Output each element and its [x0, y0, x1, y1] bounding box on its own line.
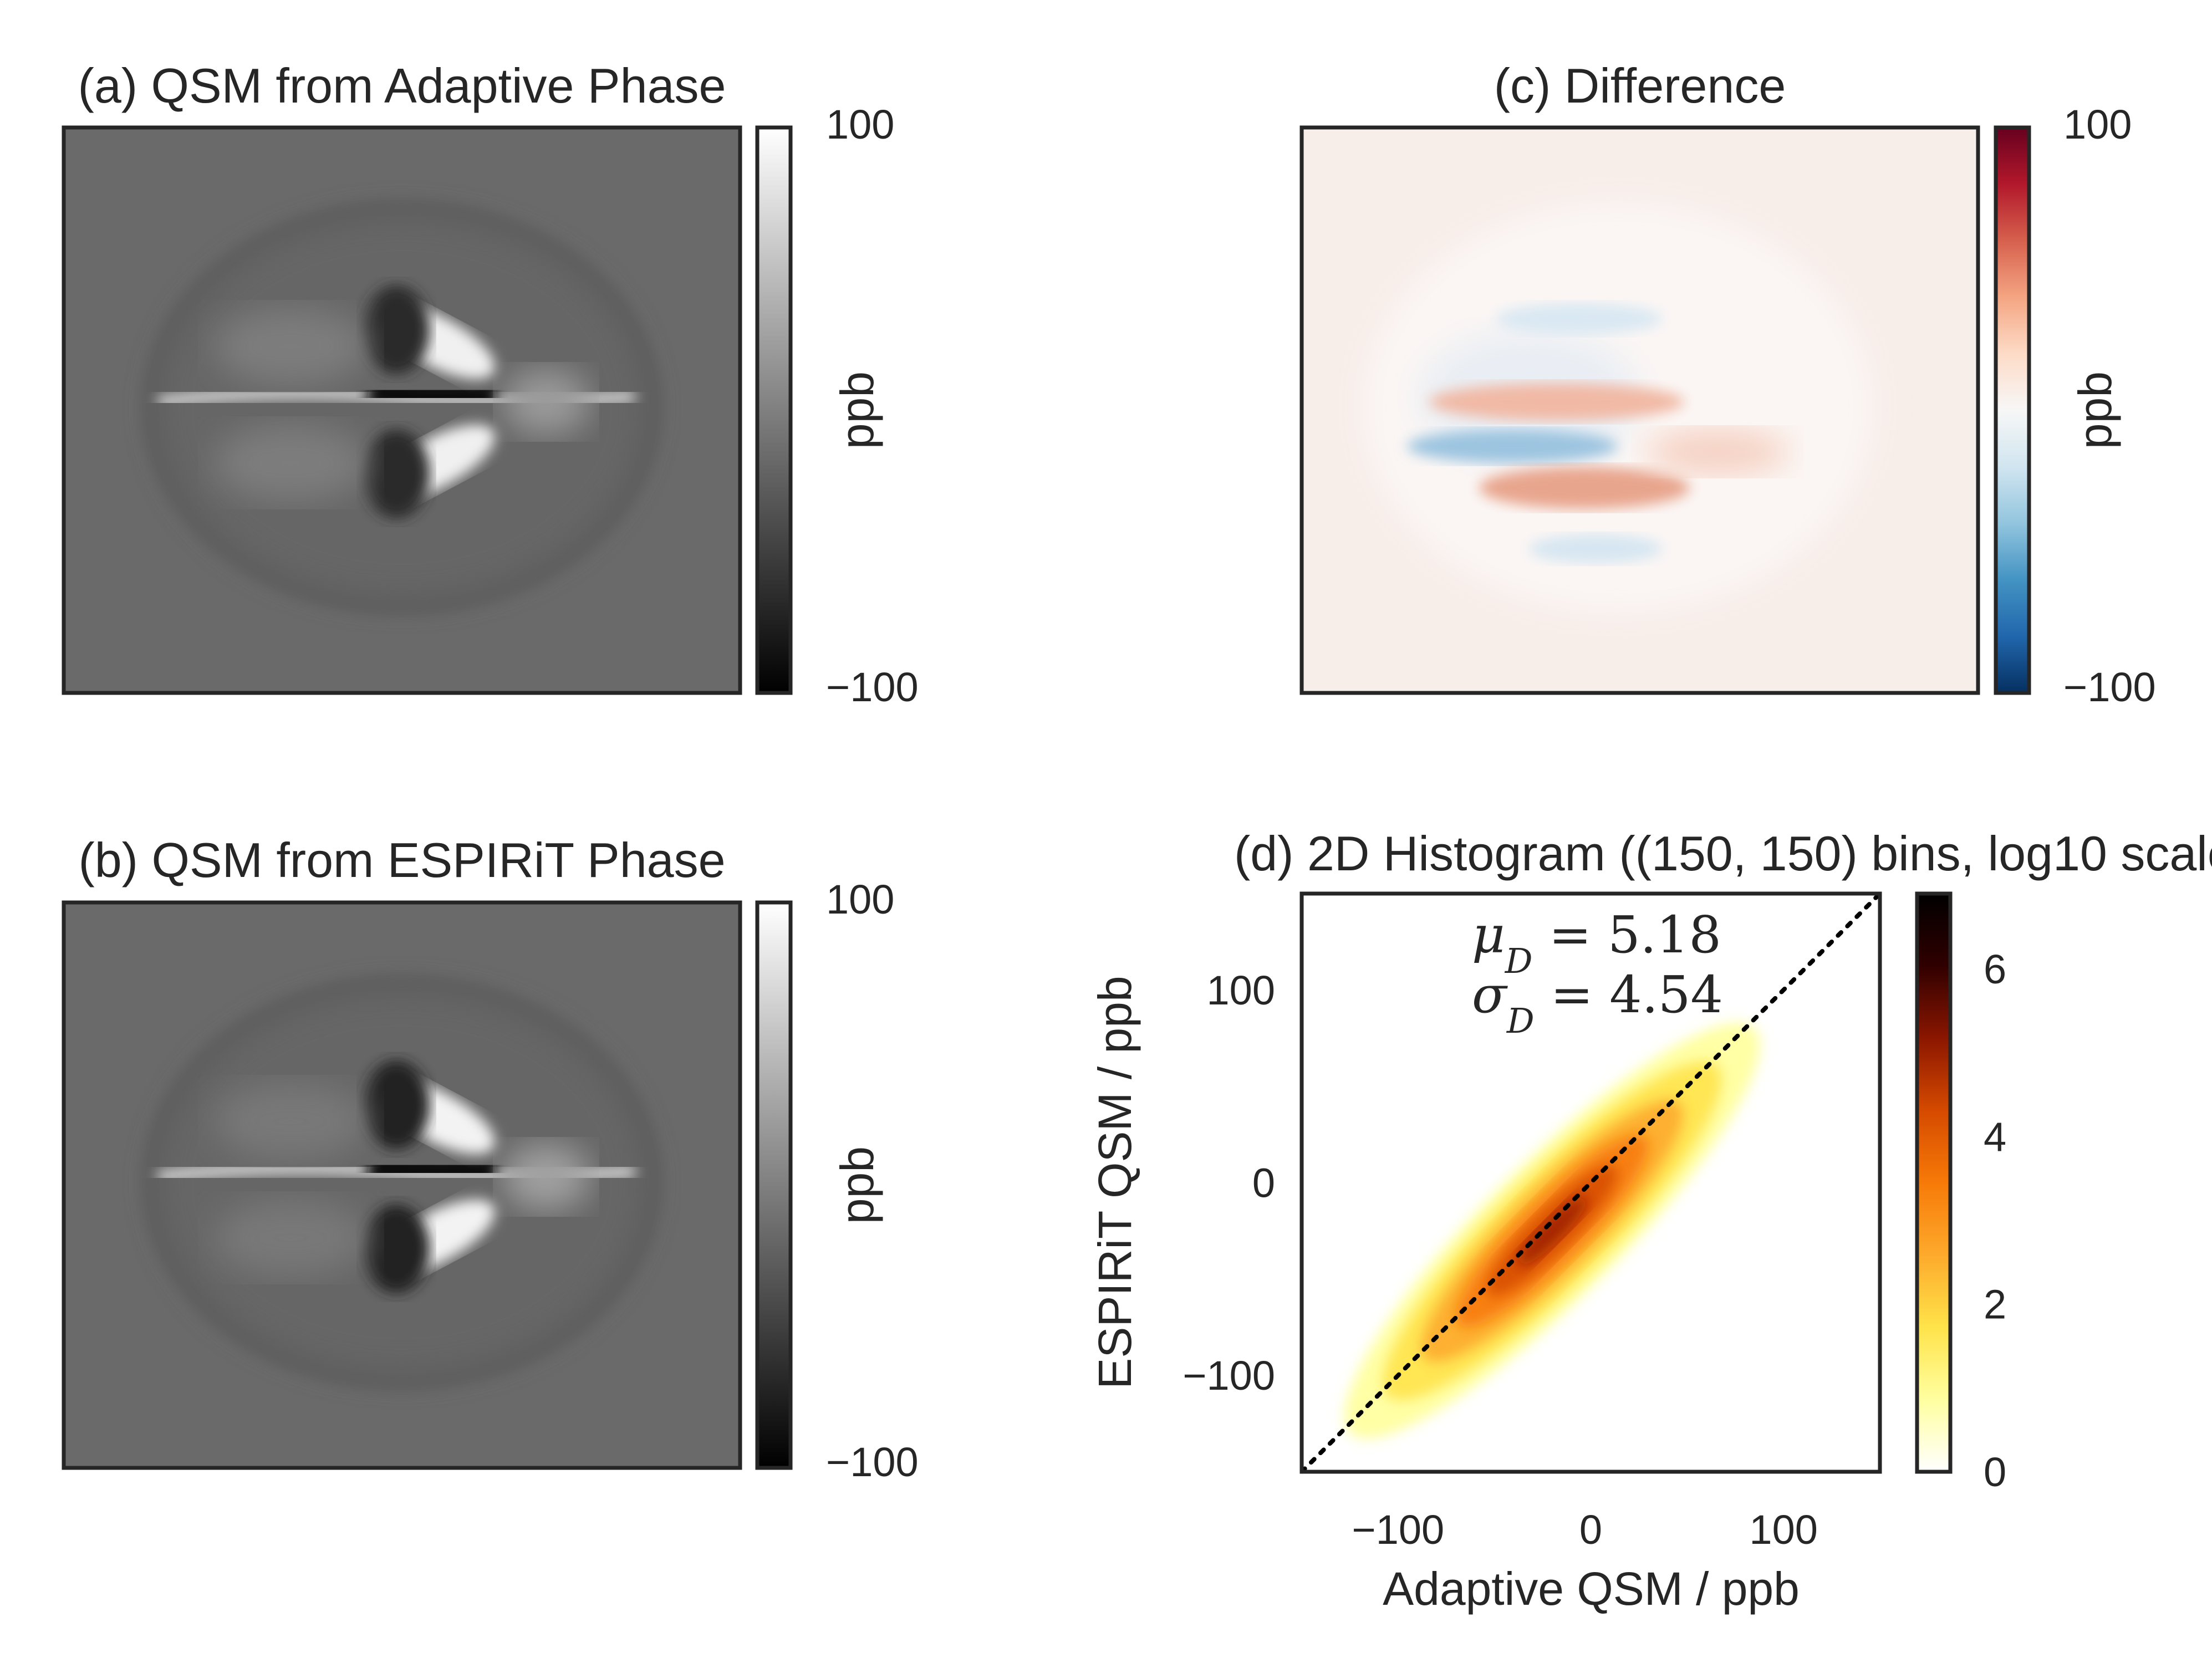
panel-b-cbar-tick-max: 100 [826, 876, 894, 922]
panel-a-frame [62, 125, 742, 695]
diff-red-band-upper [1429, 383, 1684, 421]
y-tick-label: 100 [1207, 967, 1275, 1013]
x-tick-labels: −100 0 100 [1352, 1507, 1817, 1553]
annotation-std-value: = 4.54 [1535, 965, 1723, 1024]
annotation-mean-symbol: μ [1472, 905, 1505, 965]
panel-d-colorbar-frame [1915, 891, 1953, 1474]
panel-b-cbar-label: ppb [831, 1146, 883, 1224]
annotation-std: σD = 4.54 [1472, 965, 1723, 1041]
panel-c-colorbar [1996, 127, 2029, 693]
panel-a-title: (a) QSM from Adaptive Phase [78, 58, 726, 113]
dark-structure-lower [363, 1205, 430, 1293]
panel-b-image [64, 902, 740, 1468]
diff-red-posterior [1645, 430, 1790, 474]
y-tick-labels: −100 0 100 [1183, 967, 1275, 1399]
panel-c-title: (c) Difference [1494, 58, 1786, 113]
x-tick-label: −100 [1352, 1507, 1444, 1553]
diff-blue-band [1407, 430, 1618, 463]
diff-blue-lower [1529, 534, 1662, 563]
panel-c-cbar-tick-min: −100 [2063, 664, 2156, 710]
diff-red-band-lower [1479, 467, 1690, 509]
panel-c-frame [1299, 125, 1980, 695]
histogram-density [1344, 1023, 1761, 1439]
annotation-std-symbol: σ [1472, 965, 1508, 1024]
panel-b-title: (b) QSM from ESPIRiT Phase [78, 833, 725, 887]
ventricle-dark [366, 374, 499, 414]
y-tick-label: −100 [1183, 1353, 1275, 1399]
panel-d-frame [1299, 891, 1882, 1474]
panel-a: (a) QSM from Adaptive Phase 100 −100 ppb [62, 58, 919, 710]
white-matter-lower [213, 424, 369, 502]
panel-b-colorbar [757, 902, 791, 1468]
y-tick-label: 0 [1252, 1160, 1275, 1206]
dark-structure-upper [363, 285, 430, 374]
panel-a-cbar-tick-max: 100 [826, 101, 894, 147]
ventricle-dark [365, 1148, 499, 1190]
colorbar-tick-label: 6 [1984, 946, 2006, 992]
colorbar-tick-labels: 0 2 4 6 [1984, 946, 2006, 1495]
density-level-5 [1517, 1196, 1587, 1266]
panel-b-colorbar-frame [755, 900, 793, 1470]
posterior-bright [502, 369, 590, 435]
x-tick-label: 100 [1749, 1507, 1817, 1553]
identity-line [1302, 894, 1880, 1472]
y-axis-label: ESPIRiT QSM / ppb [1089, 976, 1141, 1389]
panel-c-colorbar-frame [1994, 125, 2031, 695]
white-matter-upper [213, 1083, 369, 1160]
colorbar-tick-label: 0 [1984, 1449, 2006, 1495]
annotation-std-subscript: D [1506, 1001, 1535, 1041]
panel-d: (d) 2D Histogram ((150, 150) bins, log10… [1089, 826, 2212, 1615]
dark-structure-lower [363, 430, 430, 518]
panel-d-title: (d) 2D Histogram ((150, 150) bins, log10… [1234, 826, 2212, 881]
panel-b: (b) QSM from ESPIRiT Phase 100 −100 ppb [62, 833, 919, 1485]
panel-a-brain [141, 200, 662, 615]
annotation-mean: μD = 5.18 [1472, 905, 1721, 981]
panel-c-image [1302, 127, 1978, 693]
annotation-mean-value: = 5.18 [1533, 905, 1721, 965]
panel-a-image [64, 127, 740, 693]
panel-b-brain [141, 975, 662, 1390]
panel-b-cbar-tick-min: −100 [826, 1439, 919, 1485]
panel-c-difference-map [1363, 202, 1873, 613]
white-matter-lower [213, 1199, 369, 1277]
panel-a-cbar-tick-min: −100 [826, 664, 919, 710]
panel-c-cbar-label: ppb [2069, 371, 2121, 449]
x-tick-label: 0 [1579, 1507, 1602, 1553]
panel-b-frame [62, 900, 742, 1470]
x-axis-label: Adaptive QSM / ppb [1383, 1563, 1800, 1615]
white-matter-upper [213, 308, 369, 385]
annotation-mean-subscript: D [1505, 941, 1533, 981]
panel-c-cbar-tick-max: 100 [2063, 101, 2132, 147]
panel-a-colorbar-frame [755, 125, 793, 695]
panel-a-colorbar [757, 127, 791, 693]
colorbar-tick-label: 2 [1984, 1282, 2006, 1328]
panel-a-cbar-label: ppb [831, 371, 883, 449]
colorbar-tick-label: 4 [1984, 1114, 2006, 1160]
panel-d-colorbar [1917, 894, 1950, 1472]
posterior-bright [502, 1144, 590, 1210]
diff-blue-upper [1496, 303, 1662, 334]
panel-c: (c) Difference 100 −100 ppb [1299, 58, 2156, 710]
dark-structure-upper [363, 1060, 430, 1149]
panel-d-plot-area [1302, 894, 1880, 1472]
